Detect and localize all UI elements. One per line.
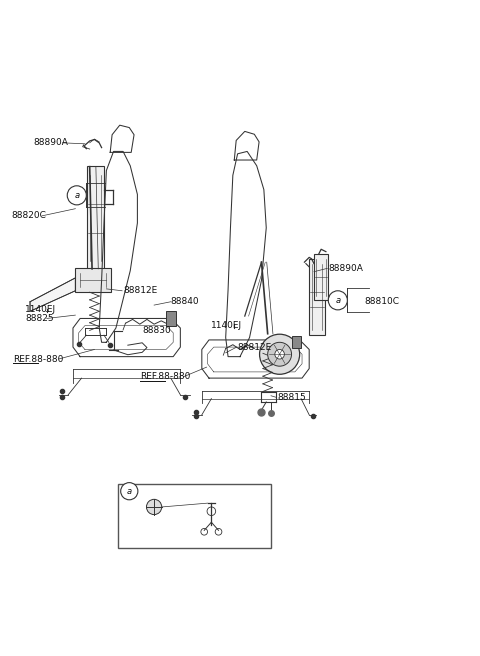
- Text: a: a: [127, 487, 132, 496]
- Text: a: a: [335, 296, 340, 305]
- Text: REF.88-880: REF.88-880: [140, 372, 190, 381]
- Bar: [87, 166, 104, 271]
- Text: 88890A: 88890A: [34, 138, 69, 148]
- Text: 88812E: 88812E: [123, 286, 157, 295]
- Circle shape: [146, 499, 162, 514]
- Circle shape: [120, 483, 138, 500]
- Circle shape: [67, 186, 86, 205]
- Circle shape: [268, 342, 291, 366]
- Text: 88820C: 88820C: [11, 211, 46, 220]
- Text: 88890A: 88890A: [328, 264, 363, 273]
- Bar: [314, 254, 328, 300]
- Text: 88878: 88878: [147, 487, 176, 496]
- Text: 1140EJ: 1140EJ: [211, 321, 242, 330]
- Text: 88812E: 88812E: [238, 342, 272, 352]
- Text: 88815: 88815: [277, 393, 306, 401]
- Bar: [118, 484, 271, 548]
- Bar: [291, 336, 301, 348]
- Text: 88877: 88877: [218, 518, 247, 527]
- Bar: [75, 268, 111, 292]
- Bar: [166, 312, 176, 325]
- Text: 88840: 88840: [171, 297, 199, 306]
- Circle shape: [328, 291, 348, 310]
- Bar: [309, 259, 325, 335]
- Text: 88825: 88825: [25, 314, 54, 323]
- Circle shape: [260, 334, 300, 375]
- Polygon shape: [30, 278, 75, 312]
- Text: 1140EJ: 1140EJ: [25, 305, 56, 314]
- Text: 88810C: 88810C: [364, 297, 399, 306]
- Text: a: a: [74, 191, 79, 200]
- Text: REF.88-880: REF.88-880: [13, 354, 64, 363]
- Text: 88830: 88830: [142, 326, 171, 335]
- Circle shape: [275, 350, 284, 359]
